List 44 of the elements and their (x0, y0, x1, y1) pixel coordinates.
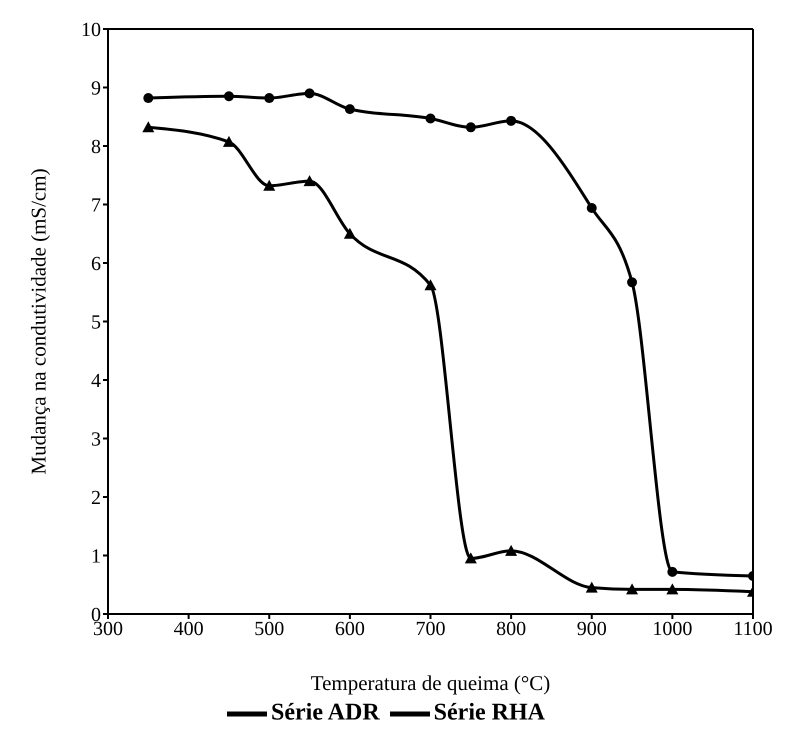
point (344, 104, 355, 114)
x-tick-label: 900 (576, 618, 607, 640)
x-tick-label: 500 (254, 618, 284, 640)
y-tick-label: 6 (91, 253, 101, 276)
y-tick-label: 4 (91, 370, 101, 392)
legend-label: Série ADR (271, 700, 380, 726)
y-tick-label: 2 (91, 487, 101, 510)
point (626, 583, 638, 594)
point (667, 566, 678, 577)
point (344, 228, 356, 239)
y-tick-label: 1 (91, 546, 101, 568)
point (143, 93, 154, 104)
point (222, 136, 235, 147)
legend-label: Série RHA (434, 700, 545, 726)
point (506, 116, 516, 126)
y-tick-label: 7 (91, 194, 101, 217)
x-tick-label: 400 (174, 618, 204, 640)
x-tick-label: 1100 (733, 618, 773, 640)
y-tick-label: 9 (91, 78, 101, 100)
point (627, 277, 638, 288)
point (304, 175, 316, 186)
point (464, 552, 477, 564)
x-tick-label: 700 (416, 618, 446, 640)
point (426, 114, 436, 124)
y-axis-title: Mudança na condutividade (mS/cm) (26, 168, 50, 475)
y-tick-label: 5 (91, 312, 101, 334)
point (505, 544, 518, 556)
point (142, 121, 154, 132)
y-tick-label: 8 (91, 136, 101, 158)
x-tick-label: 1000 (652, 618, 692, 640)
point (264, 93, 274, 104)
y-tick-label: 3 (91, 428, 101, 451)
x-tick-label: 600 (334, 618, 365, 640)
point (224, 91, 234, 102)
y-tick-label: 10 (81, 19, 101, 42)
point (586, 203, 597, 214)
x-axis-title: Temperatura de queima (°C) (310, 671, 550, 695)
x-tick-label: 800 (496, 618, 526, 640)
point (466, 122, 476, 132)
point (424, 279, 436, 290)
point (666, 583, 678, 594)
point (304, 88, 315, 98)
point (586, 582, 598, 593)
point (263, 180, 276, 191)
